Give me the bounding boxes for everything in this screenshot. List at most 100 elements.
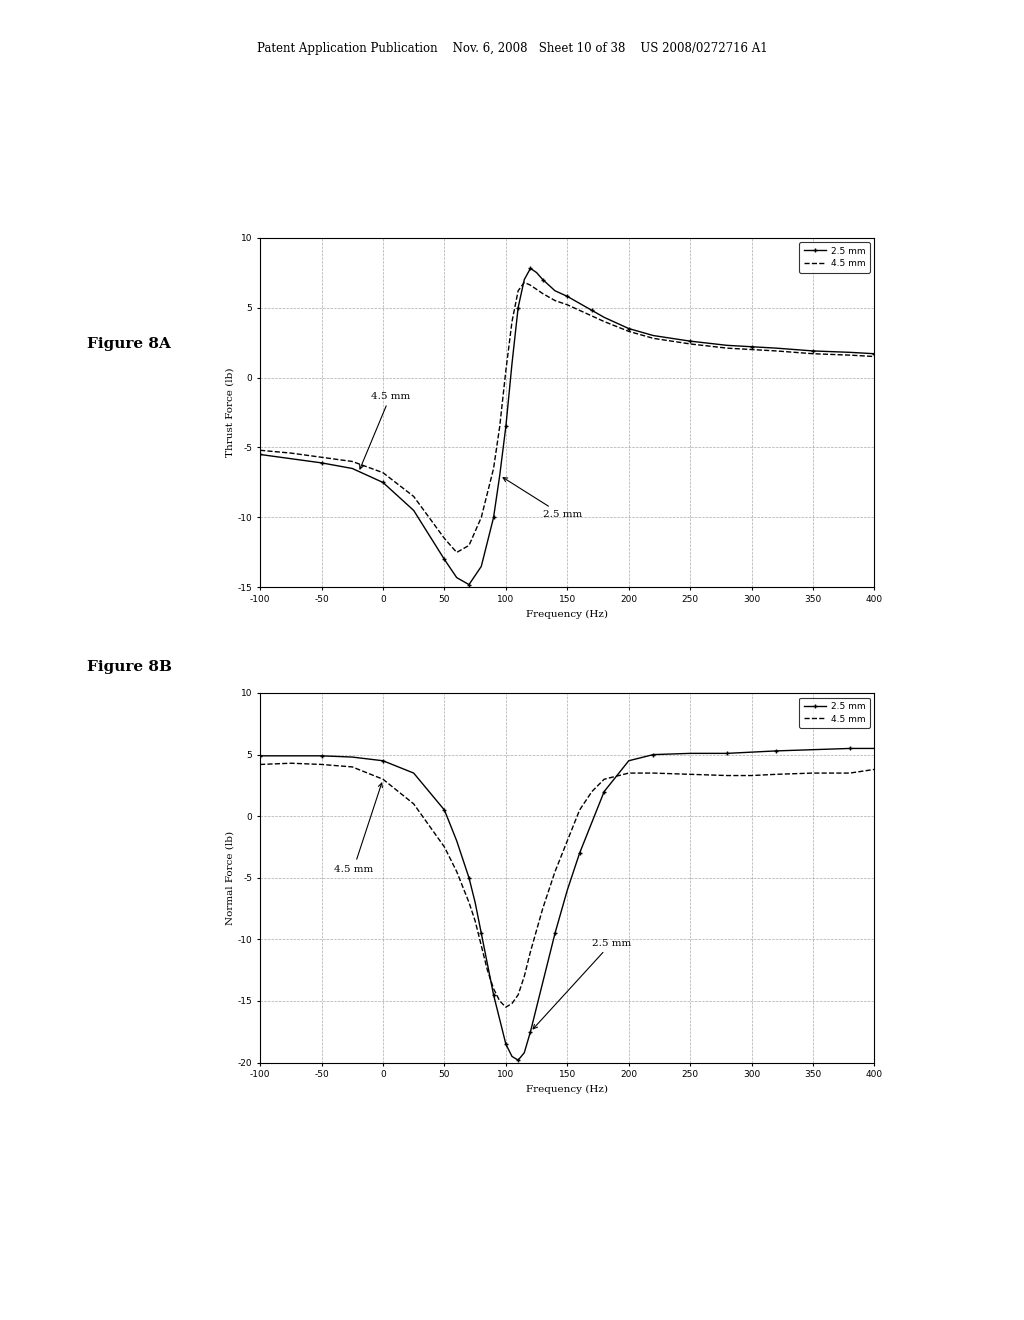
2.5 mm bbox=[315, 748, 328, 764]
4.5 mm bbox=[844, 347, 856, 363]
2.5 mm bbox=[315, 455, 328, 471]
4.5 mm bbox=[377, 771, 389, 787]
Y-axis label: Thrust Force (lb): Thrust Force (lb) bbox=[226, 368, 234, 457]
2.5 mm bbox=[549, 282, 561, 298]
2.5 mm bbox=[408, 766, 420, 781]
4.5 mm bbox=[524, 277, 537, 293]
2.5 mm bbox=[285, 748, 297, 764]
2.5 mm bbox=[346, 461, 358, 477]
Line: 4.5 mm: 4.5 mm bbox=[260, 282, 874, 553]
2.5 mm bbox=[586, 302, 598, 318]
2.5 mm bbox=[254, 748, 266, 764]
4.5 mm bbox=[512, 282, 524, 298]
2.5 mm bbox=[500, 1036, 512, 1052]
2.5 mm bbox=[524, 1024, 537, 1040]
2.5 mm bbox=[868, 741, 881, 756]
4.5 mm bbox=[598, 771, 610, 787]
4.5 mm bbox=[475, 937, 487, 953]
2.5 mm bbox=[487, 987, 500, 1003]
2.5 mm bbox=[573, 296, 586, 312]
2.5 mm bbox=[530, 264, 543, 280]
4.5 mm bbox=[481, 962, 494, 978]
4.5 mm bbox=[770, 343, 782, 359]
Text: 2.5 mm: 2.5 mm bbox=[534, 939, 631, 1028]
4.5 mm bbox=[500, 999, 512, 1015]
2.5 mm bbox=[512, 300, 524, 315]
2.5 mm bbox=[745, 744, 758, 760]
2.5 mm bbox=[684, 333, 696, 348]
2.5 mm bbox=[285, 450, 297, 466]
2.5 mm bbox=[506, 355, 518, 371]
4.5 mm bbox=[463, 895, 475, 911]
4.5 mm bbox=[684, 337, 696, 352]
2.5 mm bbox=[346, 750, 358, 766]
4.5 mm bbox=[561, 297, 573, 313]
2.5 mm bbox=[463, 870, 475, 886]
2.5 mm bbox=[561, 289, 573, 305]
4.5 mm bbox=[346, 454, 358, 470]
2.5 mm bbox=[586, 814, 598, 830]
4.5 mm bbox=[586, 308, 598, 323]
4.5 mm bbox=[745, 768, 758, 784]
4.5 mm bbox=[315, 449, 328, 465]
4.5 mm bbox=[844, 766, 856, 781]
2.5 mm bbox=[500, 418, 512, 434]
2.5 mm bbox=[377, 752, 389, 768]
4.5 mm bbox=[573, 302, 586, 318]
2.5 mm bbox=[487, 510, 500, 525]
2.5 mm bbox=[451, 833, 463, 849]
4.5 mm bbox=[561, 833, 573, 849]
4.5 mm bbox=[506, 314, 518, 330]
2.5 mm bbox=[549, 925, 561, 941]
2.5 mm bbox=[408, 503, 420, 519]
4.5 mm bbox=[647, 330, 659, 346]
2.5 mm bbox=[770, 341, 782, 356]
2.5 mm bbox=[770, 743, 782, 759]
Line: 4.5 mm: 4.5 mm bbox=[260, 763, 874, 1007]
2.5 mm bbox=[524, 260, 537, 276]
4.5 mm bbox=[254, 442, 266, 458]
4.5 mm bbox=[408, 488, 420, 504]
4.5 mm bbox=[573, 803, 586, 818]
2.5 mm bbox=[451, 570, 463, 586]
4.5 mm bbox=[586, 784, 598, 800]
4.5 mm bbox=[315, 756, 328, 772]
4.5 mm bbox=[487, 981, 500, 997]
4.5 mm bbox=[868, 762, 881, 777]
X-axis label: Frequency (Hz): Frequency (Hz) bbox=[526, 610, 608, 619]
2.5 mm bbox=[254, 446, 266, 462]
4.5 mm bbox=[500, 363, 512, 379]
2.5 mm bbox=[647, 747, 659, 763]
2.5 mm bbox=[561, 882, 573, 898]
2.5 mm bbox=[494, 467, 506, 483]
Text: Figure 8A: Figure 8A bbox=[87, 337, 171, 351]
2.5 mm bbox=[844, 741, 856, 756]
4.5 mm bbox=[451, 863, 463, 879]
4.5 mm bbox=[451, 545, 463, 561]
4.5 mm bbox=[530, 281, 543, 297]
4.5 mm bbox=[647, 766, 659, 781]
4.5 mm bbox=[254, 756, 266, 772]
2.5 mm bbox=[537, 272, 549, 288]
2.5 mm bbox=[623, 752, 635, 768]
4.5 mm bbox=[408, 796, 420, 812]
4.5 mm bbox=[807, 346, 819, 362]
2.5 mm bbox=[868, 346, 881, 362]
Text: 2.5 mm: 2.5 mm bbox=[503, 478, 582, 520]
4.5 mm bbox=[377, 465, 389, 480]
4.5 mm bbox=[807, 766, 819, 781]
2.5 mm bbox=[475, 925, 487, 941]
4.5 mm bbox=[537, 285, 549, 301]
4.5 mm bbox=[623, 323, 635, 339]
4.5 mm bbox=[684, 767, 696, 783]
Legend: 2.5 mm, 4.5 mm: 2.5 mm, 4.5 mm bbox=[800, 242, 870, 273]
2.5 mm bbox=[518, 1045, 530, 1061]
2.5 mm bbox=[494, 1011, 506, 1027]
Line: 2.5 mm: 2.5 mm bbox=[258, 265, 877, 587]
2.5 mm bbox=[573, 845, 586, 861]
4.5 mm bbox=[346, 759, 358, 775]
2.5 mm bbox=[598, 784, 610, 800]
X-axis label: Frequency (Hz): Frequency (Hz) bbox=[526, 1085, 608, 1094]
2.5 mm bbox=[438, 552, 451, 568]
2.5 mm bbox=[481, 956, 494, 972]
